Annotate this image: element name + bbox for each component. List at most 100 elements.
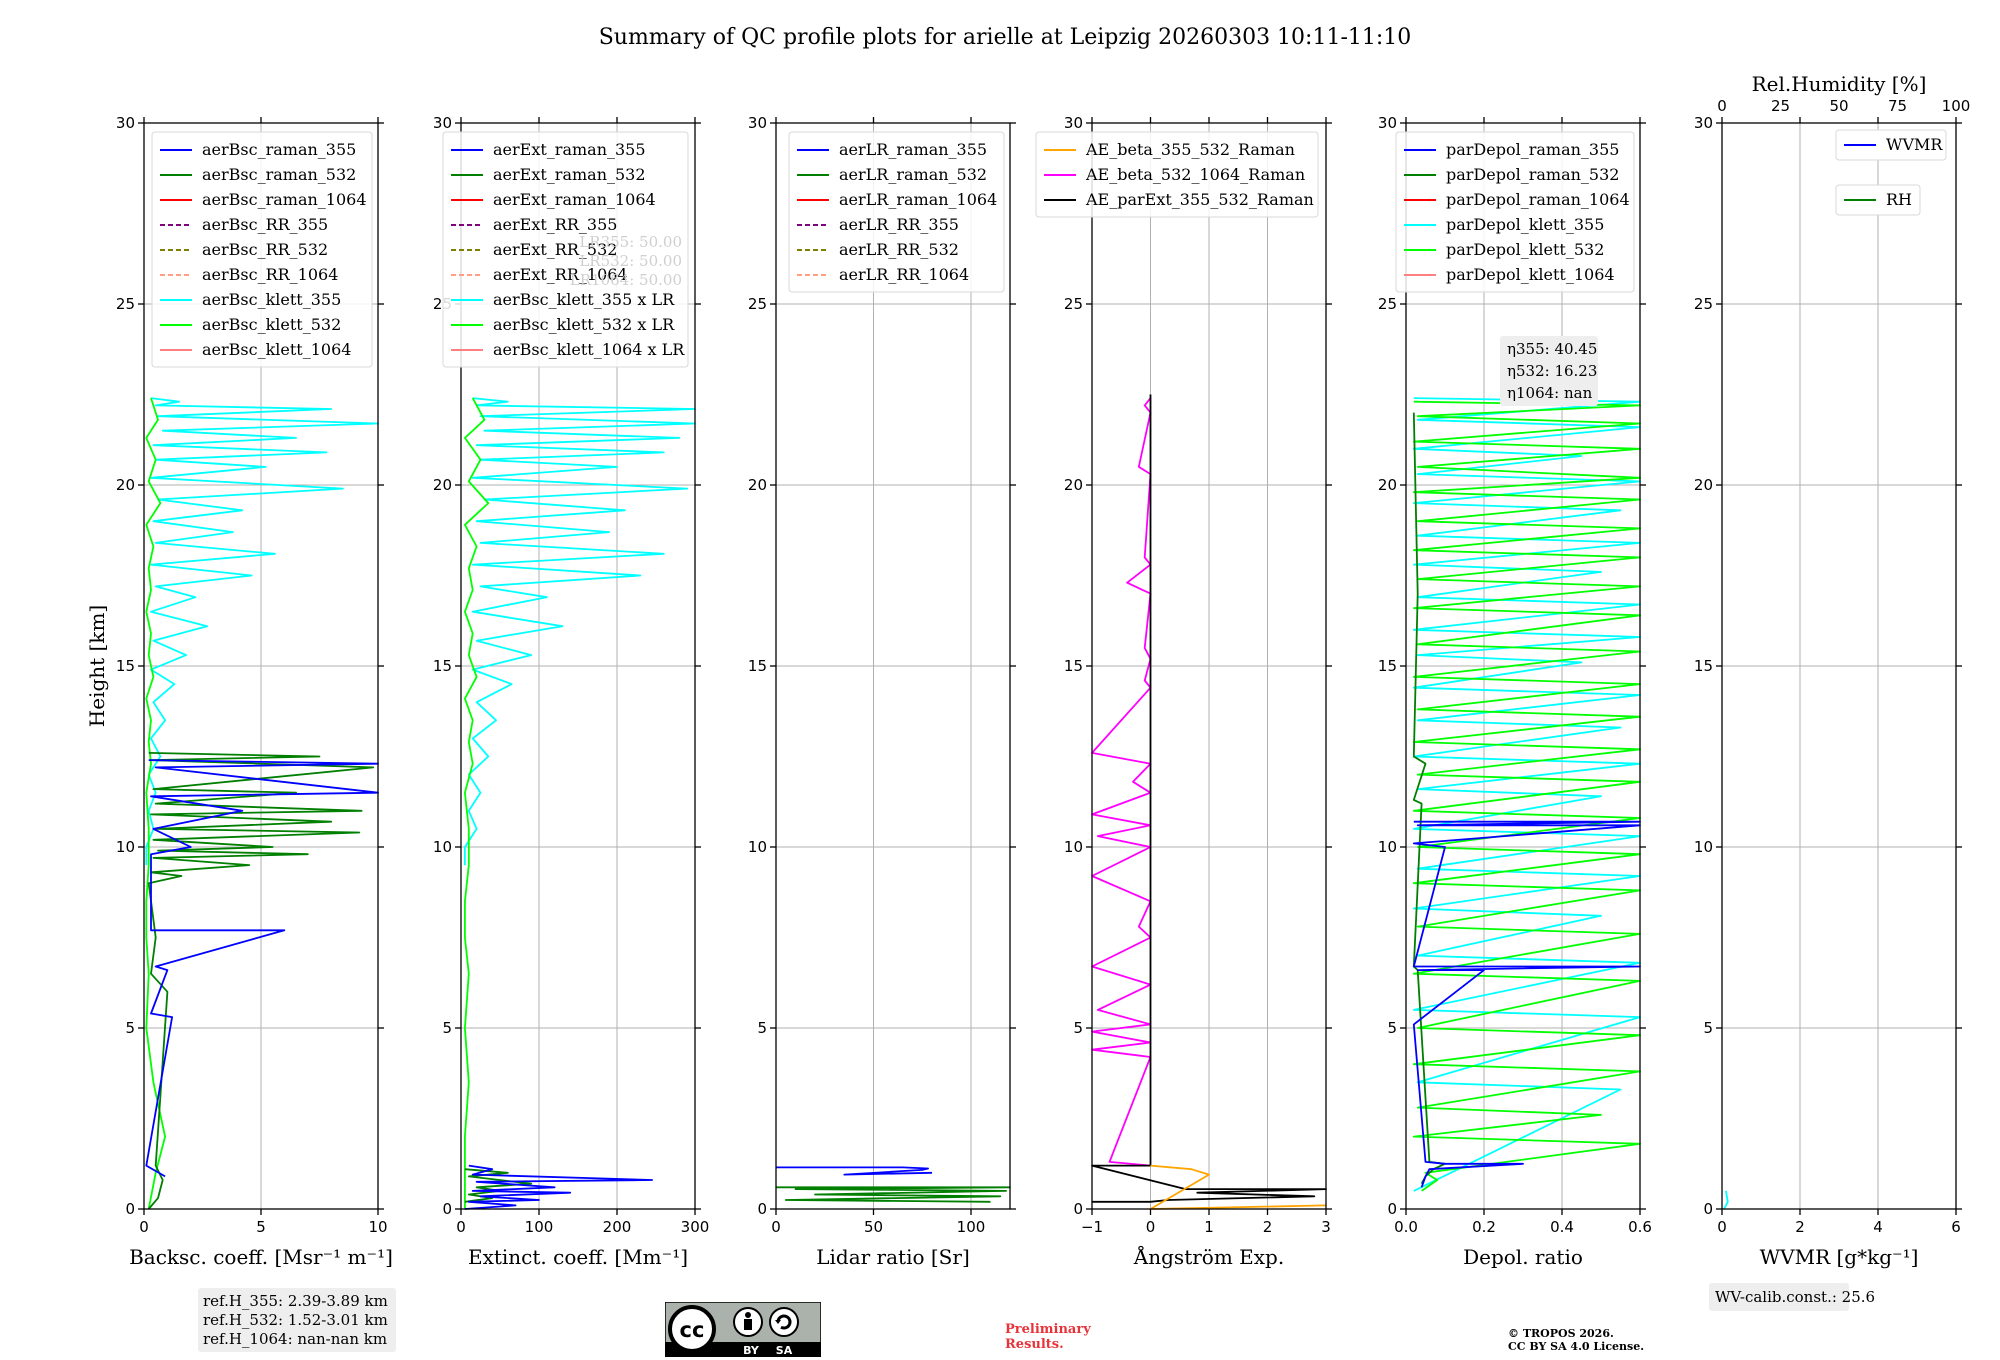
legend-label: aerExt_RR_355 xyxy=(493,215,617,234)
legend-label: AE_beta_532_1064_Raman xyxy=(1085,165,1305,184)
series-line-parDepol_raman_355 xyxy=(1412,820,1641,1188)
y-tick-label: 10 xyxy=(748,838,767,856)
svg-text:SA: SA xyxy=(776,1344,793,1357)
cc-icon xyxy=(668,1305,716,1353)
series-line-AE_parExt_355_532_Raman xyxy=(1091,394,1327,1203)
y-tick-label: 0 xyxy=(757,1200,767,1218)
x-tick-label: 300 xyxy=(681,1218,710,1236)
x-axis-label: Extinct. coeff. [Mm⁻¹] xyxy=(468,1245,688,1269)
share-alike-icon xyxy=(769,1307,799,1337)
series-line-aerExt_raman_355 xyxy=(464,1164,653,1210)
info-line: η355: 40.45 xyxy=(1507,340,1597,358)
legend: WVMR RH xyxy=(1835,129,1947,216)
license-label: CC BY SA 4.0 License. xyxy=(1508,1340,1644,1353)
legend-label: aerBsc_klett_532 x LR xyxy=(493,315,675,334)
x-tick-label: 5 xyxy=(256,1218,266,1236)
y-tick-label: 15 xyxy=(1378,657,1397,675)
x-tick-label: 3 xyxy=(1321,1218,1331,1236)
top-tick-label: 50 xyxy=(1829,97,1848,115)
legend-label: aerBsc_raman_1064 xyxy=(202,190,367,209)
y-tick-label: 0 xyxy=(125,1200,135,1218)
series-line-aerBsc_klett_532 x LR xyxy=(463,397,490,1209)
top-tick-label: 75 xyxy=(1888,97,1907,115)
legend-label: aerLR_RR_355 xyxy=(839,215,959,234)
series-group xyxy=(463,397,696,1210)
info-background xyxy=(1500,336,1598,406)
top-tick-label: 100 xyxy=(1942,97,1971,115)
legend-label: parDepol_raman_532 xyxy=(1446,165,1619,184)
x-tick-label: 0 xyxy=(139,1218,149,1236)
x-tick-label: 0.6 xyxy=(1628,1218,1652,1236)
legend-label: aerBsc_RR_355 xyxy=(202,215,328,234)
series-line-aerBsc_raman_355 xyxy=(145,759,379,1178)
x-tick-label: 100 xyxy=(525,1218,554,1236)
panel-backscatter: 0 5 10 15 20 25 30 0 5 10 Backsc. coeff. [Msr⁻¹ m⁻… xyxy=(85,114,396,1352)
series-line-aerBsc_klett_532 xyxy=(145,397,167,1210)
legend-label: aerLR_raman_355 xyxy=(839,140,987,159)
x-axis-label: WVMR [g*kg⁻¹] xyxy=(1760,1245,1919,1269)
legend-label: aerLR_raman_532 xyxy=(839,165,987,184)
legend-label: parDepol_raman_355 xyxy=(1446,140,1619,159)
legend-box xyxy=(442,131,689,368)
x-tick-label: 2 xyxy=(1263,1218,1273,1236)
x-tick-label: 200 xyxy=(603,1218,632,1236)
x-axis-label: Depol. ratio xyxy=(1463,1245,1583,1269)
cc-by-sa-badge: cc BY SA xyxy=(665,1302,821,1357)
y-tick-label: 20 xyxy=(1694,476,1713,494)
legend: aerExt_raman_355 aerExt_raman_532 aerExt_r… xyxy=(442,131,689,368)
series-line-parDepol_klett_355 xyxy=(1412,397,1641,1192)
legend: aerBsc_raman_355 aerBsc_raman_532 aerBsc_r… xyxy=(151,131,373,368)
x-tick-label: 2 xyxy=(1795,1218,1805,1236)
series-line-aerBsc_klett_355 xyxy=(145,397,379,866)
legend-label: aerLR_RR_532 xyxy=(839,240,959,259)
info-line: WV-calib.const.: 25.6 xyxy=(1715,1288,1875,1306)
legend-label: aerExt_raman_532 xyxy=(493,165,646,184)
legend-label: aerLR_raman_1064 xyxy=(839,190,997,209)
series-line-aerBsc_raman_532 xyxy=(147,752,375,1210)
x-axis-label: Backsc. coeff. [Msr⁻¹ m⁻¹] xyxy=(129,1245,393,1269)
x-axis-label: Lidar ratio [Sr] xyxy=(816,1245,970,1269)
panel-depol: 0 5 10 15 20 25 30 0.0 0.2 0.4 0.6 Depol. ratio parD… xyxy=(1378,114,1652,1269)
y-tick-label: 25 xyxy=(748,295,767,313)
info-line: LR532: 50.00 xyxy=(579,252,682,270)
x-tick-label: 1 xyxy=(1204,1218,1214,1236)
panel-lidar-ratio: 0 5 10 15 20 25 30 0 50 100 Lidar ratio [Sr] aerLR_… xyxy=(748,114,1016,1269)
y-tick-label: 5 xyxy=(1073,1019,1083,1037)
preliminary-label-2: Results. xyxy=(1005,1337,1064,1352)
y-tick-label: 25 xyxy=(1378,295,1397,313)
x-tick-label: 0 xyxy=(1146,1218,1156,1236)
legend: parDepol_raman_355 parDepol_raman_532 parD… xyxy=(1395,131,1635,293)
y-tick-label: 30 xyxy=(1694,114,1713,132)
x-tick-label: 10 xyxy=(368,1218,387,1236)
legend-box xyxy=(1835,129,1947,161)
legend-label: AE_parExt_355_532_Raman xyxy=(1085,190,1314,209)
y-tick-label: 20 xyxy=(1378,476,1397,494)
legend-label: AE_beta_355_532_Raman xyxy=(1085,140,1295,159)
x-axis-label: Ångström Exp. xyxy=(1133,1244,1284,1269)
y-tick-label: 5 xyxy=(1703,1019,1713,1037)
y-tick-label: 20 xyxy=(116,476,135,494)
y-tick-label: 20 xyxy=(433,476,452,494)
y-tick-label: 5 xyxy=(442,1019,452,1037)
series-line-aerBsc_klett_355 x LR xyxy=(463,397,696,866)
y-tick-label: 30 xyxy=(433,114,452,132)
y-tick-label: 5 xyxy=(125,1019,135,1037)
y-axis-label: Height [km] xyxy=(85,605,109,727)
legend-box xyxy=(788,131,1005,293)
legend-label: aerBsc_klett_355 xyxy=(202,290,341,309)
series-line-aerLR_raman_355 xyxy=(776,1166,933,1176)
y-tick-label: 5 xyxy=(757,1019,767,1037)
legend-box xyxy=(1835,184,1921,216)
legend-label: parDepol_raman_1064 xyxy=(1446,190,1630,209)
svg-text:cc: cc xyxy=(680,1318,705,1342)
series-line-parDepol_raman_532 xyxy=(1412,412,1446,1185)
info-box: η355: 40.45 η532: 16.23 η1064: nan xyxy=(1500,336,1598,406)
info-line: η1064: nan xyxy=(1507,384,1593,402)
y-tick-label: 10 xyxy=(1064,838,1083,856)
